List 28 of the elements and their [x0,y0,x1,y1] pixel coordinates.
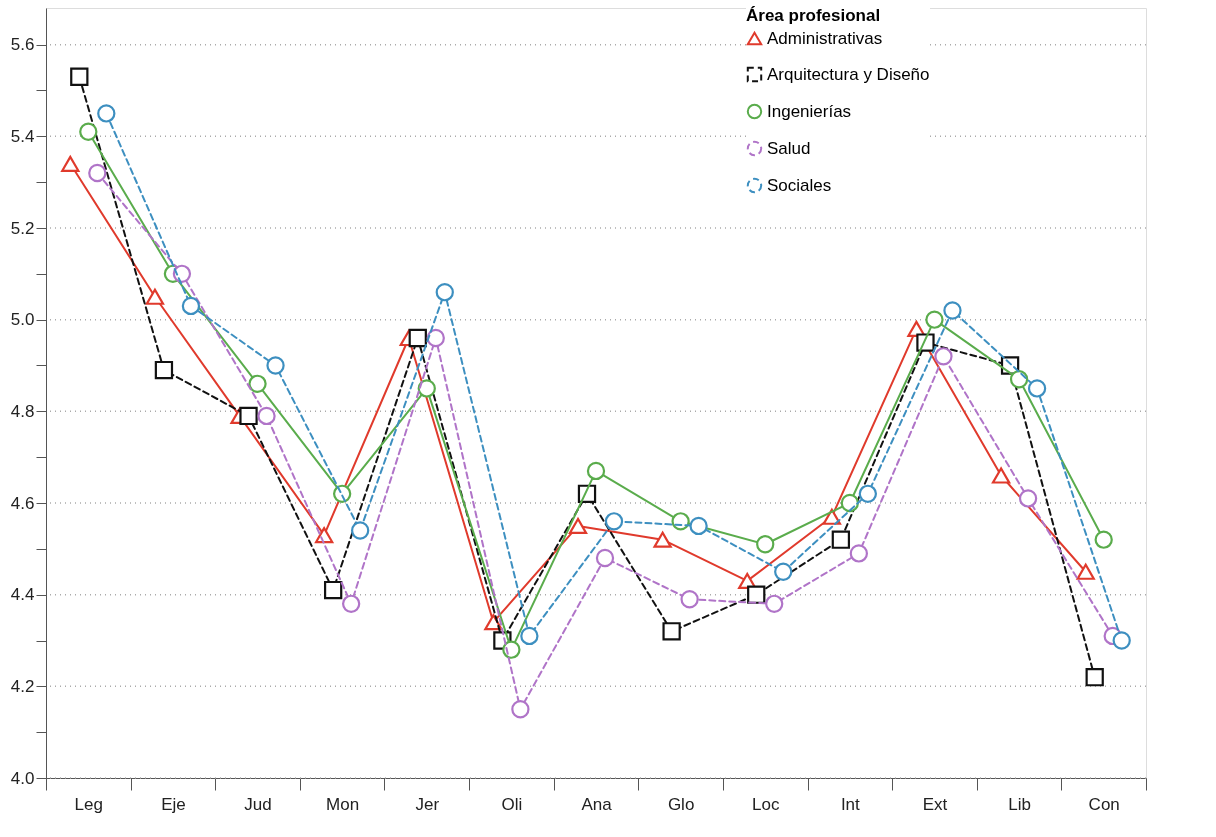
x-tick-label: Con [1088,794,1120,814]
legend-label: Administrativas [767,28,883,48]
x-tick-label: Glo [667,794,695,814]
legend-label: Arquitectura y Diseño [767,64,930,84]
x-tick-label: Leg [74,794,103,814]
y-tick-label: 4.8 [10,401,35,421]
y-tick-label: 5.0 [10,310,35,330]
y-tick-label: 4.2 [10,676,35,696]
y-tick-label: 4.4 [10,585,35,605]
y-tick-label: 5.4 [10,126,35,146]
y-tick-label: 5.6 [10,35,35,55]
x-tick-label: Loc [752,794,780,814]
legend-label: Sociales [767,175,832,195]
legend-title: Área profesional [746,6,881,25]
legend-label: Salud [767,138,811,158]
x-tick-label: Lib [1008,794,1031,814]
x-tick-label: Ext [922,794,948,814]
x-tick-label: Int [840,794,861,814]
y-tick-label: 4.0 [10,768,35,788]
y-tick-label: 4.6 [10,493,35,513]
x-tick-label: Jer [415,794,440,814]
y-tick-label: 5.2 [10,218,35,238]
x-tick-label: Jud [244,794,272,814]
x-tick-label: Oli [501,794,523,814]
legend-label: Ingenierías [767,101,852,121]
x-tick-label: Mon [326,794,360,814]
x-tick-label: Eje [161,794,186,814]
x-tick-label: Ana [581,794,613,814]
